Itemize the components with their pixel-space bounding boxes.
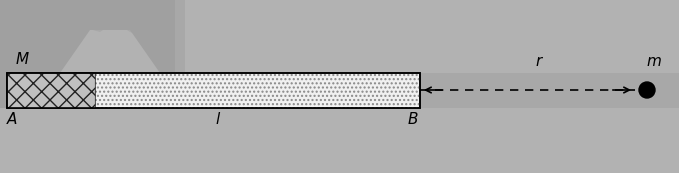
Bar bbox=[420, 73, 679, 108]
Bar bbox=[95, 73, 420, 108]
Circle shape bbox=[639, 82, 655, 98]
Text: B: B bbox=[408, 112, 418, 128]
Text: M: M bbox=[16, 52, 29, 67]
Bar bbox=[7, 73, 420, 108]
Bar bbox=[0, 108, 679, 173]
Polygon shape bbox=[0, 0, 175, 173]
Text: m: m bbox=[646, 54, 661, 70]
Text: A: A bbox=[7, 112, 18, 128]
Bar bbox=[7, 73, 420, 108]
Bar bbox=[7, 73, 95, 108]
PathPatch shape bbox=[0, 0, 185, 73]
Text: r: r bbox=[535, 54, 541, 70]
Text: l: l bbox=[215, 112, 219, 128]
Bar bbox=[7, 73, 95, 108]
